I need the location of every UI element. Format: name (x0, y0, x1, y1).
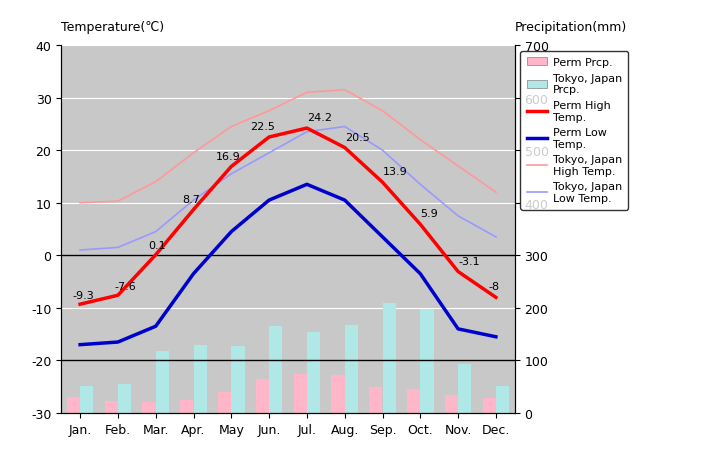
Bar (307, 332, 320, 413)
Text: -9.3: -9.3 (73, 290, 94, 300)
Bar (331, 375, 345, 413)
Text: Temperature(℃): Temperature(℃) (61, 22, 164, 34)
Bar (118, 384, 131, 413)
Text: -3.1: -3.1 (458, 256, 480, 266)
Bar (420, 310, 433, 413)
Bar (231, 346, 245, 413)
Bar (269, 326, 282, 413)
Bar (194, 345, 207, 413)
Text: 8.7: 8.7 (182, 194, 200, 204)
Text: 16.9: 16.9 (216, 151, 241, 161)
Bar (67, 397, 80, 413)
Bar (345, 325, 358, 413)
Text: Precipitation(mm): Precipitation(mm) (515, 22, 627, 34)
Text: 22.5: 22.5 (251, 122, 275, 132)
Bar (256, 379, 269, 413)
Bar (218, 392, 231, 413)
Bar (482, 398, 496, 413)
Bar (458, 364, 472, 413)
Text: -7.6: -7.6 (114, 281, 136, 291)
Bar (445, 395, 458, 413)
Bar (407, 390, 420, 413)
Text: 20.5: 20.5 (345, 132, 369, 142)
Bar (104, 402, 118, 413)
Text: 13.9: 13.9 (382, 167, 408, 177)
Bar (382, 303, 396, 413)
Text: 5.9: 5.9 (420, 209, 438, 219)
Text: 24.2: 24.2 (307, 113, 332, 123)
Bar (80, 386, 94, 413)
Bar (496, 386, 509, 413)
Text: 0.1: 0.1 (148, 241, 166, 251)
Bar (369, 387, 382, 413)
Bar (180, 400, 194, 413)
Legend: Perm Prcp., Tokyo, Japan
Prcp., Perm High
Temp., Perm Low
Temp., Tokyo, Japan
Hi: Perm Prcp., Tokyo, Japan Prcp., Perm Hig… (521, 51, 629, 210)
Bar (156, 352, 169, 413)
Text: -8: -8 (488, 282, 500, 292)
Bar (294, 374, 307, 413)
Bar (143, 403, 156, 413)
